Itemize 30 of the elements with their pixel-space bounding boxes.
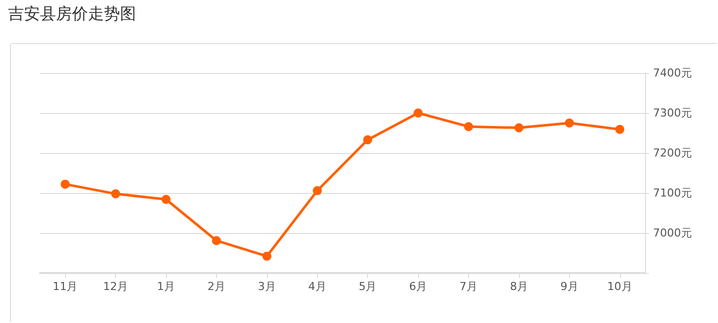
x-tick-label: 2月 (207, 280, 226, 293)
y-tick-label: 7000元 (653, 226, 692, 240)
x-tick-label: 12月 (103, 280, 128, 293)
y-tick-label: 7400元 (653, 66, 692, 80)
point (514, 123, 524, 132)
x-tick-label: 11月 (52, 280, 78, 293)
point (262, 252, 272, 261)
point (615, 124, 624, 134)
x-tick-label: 3月 (258, 280, 276, 293)
x-tick-label: 8月 (510, 280, 528, 293)
point (312, 186, 322, 196)
point (414, 108, 423, 118)
x-tick-label: 4月 (308, 280, 326, 293)
x-tick-label: 10月 (607, 280, 632, 293)
point (464, 122, 474, 132)
x-tick-label: 5月 (358, 280, 377, 293)
x-tick-label: 1月 (157, 280, 176, 293)
x-tick-label: 9月 (560, 280, 578, 293)
point (564, 118, 574, 128)
chart-title: 吉安县房价走势图 (8, 4, 136, 25)
point (212, 236, 221, 246)
point (111, 189, 120, 198)
y-tick-label: 7300元 (653, 106, 692, 120)
x-tick-label: 6月 (409, 280, 428, 293)
point (162, 194, 171, 204)
x-tick-label: 7月 (460, 280, 478, 293)
point (60, 180, 70, 189)
point (363, 135, 372, 144)
y-tick-label: 7200元 (653, 146, 692, 160)
y-tick-label: 7100元 (653, 186, 692, 200)
